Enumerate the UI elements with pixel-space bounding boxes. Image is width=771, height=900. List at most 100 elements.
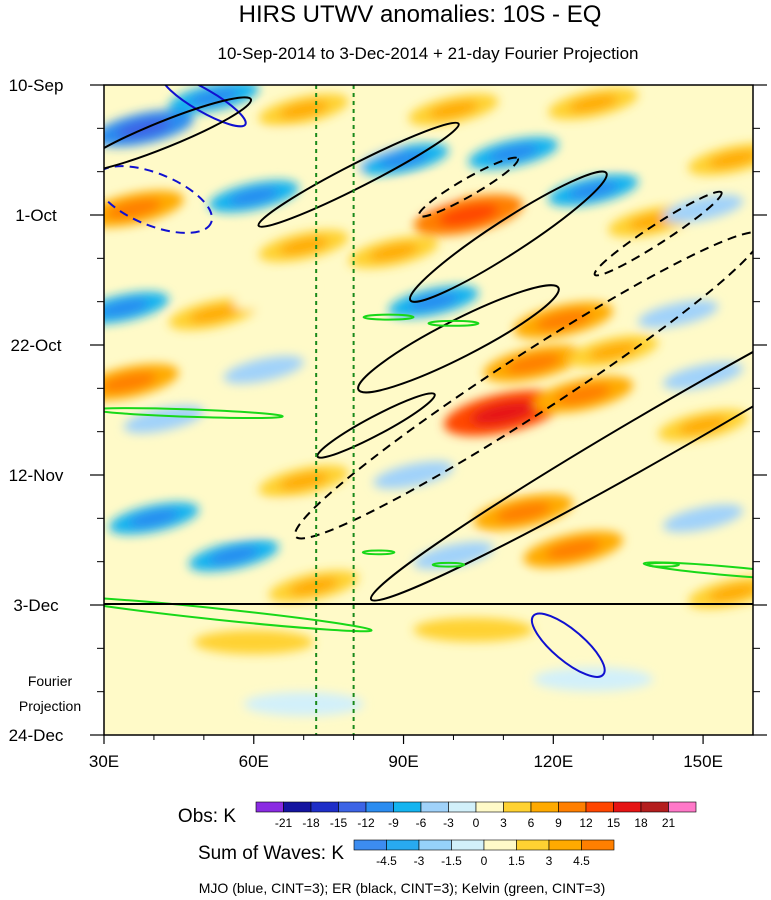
x-tick-label: 120E: [533, 752, 573, 771]
anomaly-blob: [233, 281, 314, 310]
anomaly-core: [678, 416, 728, 435]
colorbar-swatch: [475, 801, 504, 813]
kelvin-contour-positive: [361, 549, 396, 556]
anomaly-core: [189, 88, 239, 107]
anomaly-blob: [373, 182, 454, 211]
anomaly-blob: [662, 85, 744, 112]
colorbar-swatch: [255, 801, 284, 813]
colorbar-tick-label: 12: [579, 816, 593, 830]
waves-colorbar-label: Sum of Waves: K: [198, 843, 344, 864]
colorbar-swatch: [581, 839, 615, 851]
y-tick-label: 12-Nov: [9, 466, 64, 485]
colorbar-swatch: [393, 801, 422, 813]
anomaly-blob: [123, 405, 204, 434]
contour-legend-footer: MJO (blue, CINT=3); ER (black, CINT=3); …: [199, 880, 606, 896]
y-tick-label: 24-Dec: [9, 726, 64, 745]
projection-label-line1: Fourier: [28, 673, 73, 689]
y-tick-label: 22-Oct: [10, 336, 61, 355]
anomaly-blob: [513, 238, 594, 266]
colorbar-tick-label: 3: [500, 816, 507, 830]
colorbar-swatch: [585, 801, 614, 813]
colorbar-swatch: [338, 801, 367, 813]
anomaly-core: [708, 150, 753, 169]
colorbar-swatch: [548, 839, 582, 851]
kelvin-contour-positive: [104, 596, 373, 633]
anomaly-blob: [223, 504, 304, 533]
anomaly-core: [495, 502, 551, 523]
projection-blob: [533, 667, 654, 692]
colorbar-tick-label: 3: [546, 854, 553, 868]
colorbar-swatch: [516, 839, 550, 851]
anomaly-blob: [443, 578, 524, 607]
colorbar-tick-label: -9: [388, 816, 399, 830]
colorbar-tick-label: -1.5: [441, 854, 462, 868]
anomaly-core: [708, 583, 753, 602]
anomaly-core: [189, 305, 239, 323]
anomaly-blob: [373, 461, 454, 489]
anomaly-blob: [223, 355, 304, 384]
anomaly-core: [104, 299, 149, 317]
er-contour-positive: [408, 170, 608, 303]
er-contour-positive: [104, 96, 253, 173]
colorbar-swatch: [353, 839, 387, 851]
anomaly-blob: [253, 417, 334, 446]
er-contour-positive: [257, 121, 460, 228]
anomaly-core: [278, 100, 329, 119]
colorbar-swatch: [613, 801, 642, 813]
anomaly-core: [428, 100, 479, 119]
colorbar-tick-label: -3: [443, 816, 454, 830]
chart-title: HIRS UTWV anomalies: 10S - EQ: [239, 1, 602, 28]
colorbar-tick-label: 21: [662, 816, 676, 830]
projection-blob: [243, 692, 364, 717]
mjo-contour-positive: [530, 612, 606, 678]
anomaly-blob: [662, 195, 744, 223]
colorbar-tick-label: -4.5: [376, 854, 397, 868]
colorbar-tick-label: 15: [607, 816, 621, 830]
anomaly-core: [408, 292, 459, 311]
colorbar-swatch: [503, 801, 532, 813]
anomaly-core: [209, 546, 259, 565]
colorbar-tick-label: -21: [275, 816, 293, 830]
anomaly-core: [568, 94, 618, 113]
colorbar-tick-label: 1.5: [508, 854, 525, 868]
anomaly-core: [229, 187, 279, 206]
anomaly-blob: [153, 232, 234, 260]
anomaly-core: [278, 472, 329, 491]
anomaly-blob: [613, 467, 694, 495]
colorbar-swatch: [530, 801, 559, 813]
anomaly-blob: [343, 504, 424, 533]
anomaly-core: [505, 353, 561, 374]
er-contour-positive: [369, 236, 753, 602]
mjo-contour-negative: [104, 165, 213, 234]
colorbar-swatch: [310, 801, 339, 813]
anomaly-core: [535, 310, 591, 331]
anomaly-blob: [672, 244, 753, 273]
y-tick-label: 3-Dec: [13, 596, 59, 615]
obs-colorbar-label: Obs: K: [178, 806, 236, 827]
axes: 30E 60E 90E 120E 150E 10-Sep 1-Oct 22-Oct 12-Nov…: [9, 76, 767, 771]
colorbar-tick-label: 18: [634, 816, 648, 830]
anomaly-core: [488, 144, 539, 162]
plot-frame: [103, 84, 754, 736]
projection-blob: [413, 617, 534, 642]
kelvin-contour-positive: [431, 561, 466, 568]
anomaly-blob: [223, 133, 304, 161]
anomaly-core: [288, 577, 339, 596]
anomaly-blob: [638, 300, 719, 328]
colorbar-swatch: [283, 801, 312, 813]
anomaly-core: [368, 243, 419, 261]
obs-colorbar: -21 -18 -15 -12 -9 -6 -3 0 3 6 9 12 15 18 21: [255, 801, 697, 830]
colorbar-swatch: [451, 839, 485, 851]
colorbar-tick-label: 6: [528, 816, 535, 830]
colorbar-tick-label: -18: [302, 816, 320, 830]
colorbar-swatch: [365, 801, 394, 813]
er-contour-positive: [357, 284, 560, 394]
colorbar-swatch: [448, 801, 477, 813]
anomaly-core: [278, 237, 329, 255]
colorbar-swatch: [558, 801, 587, 813]
colorbar-tick-label: -6: [416, 816, 427, 830]
kelvin-contour-positive: [362, 313, 415, 321]
anomaly-blob: [413, 541, 494, 570]
anomaly-core: [378, 150, 429, 169]
chart-subtitle: 10-Sep-2014 to 3-Dec-2014 + 21-day Fouri…: [218, 44, 639, 63]
